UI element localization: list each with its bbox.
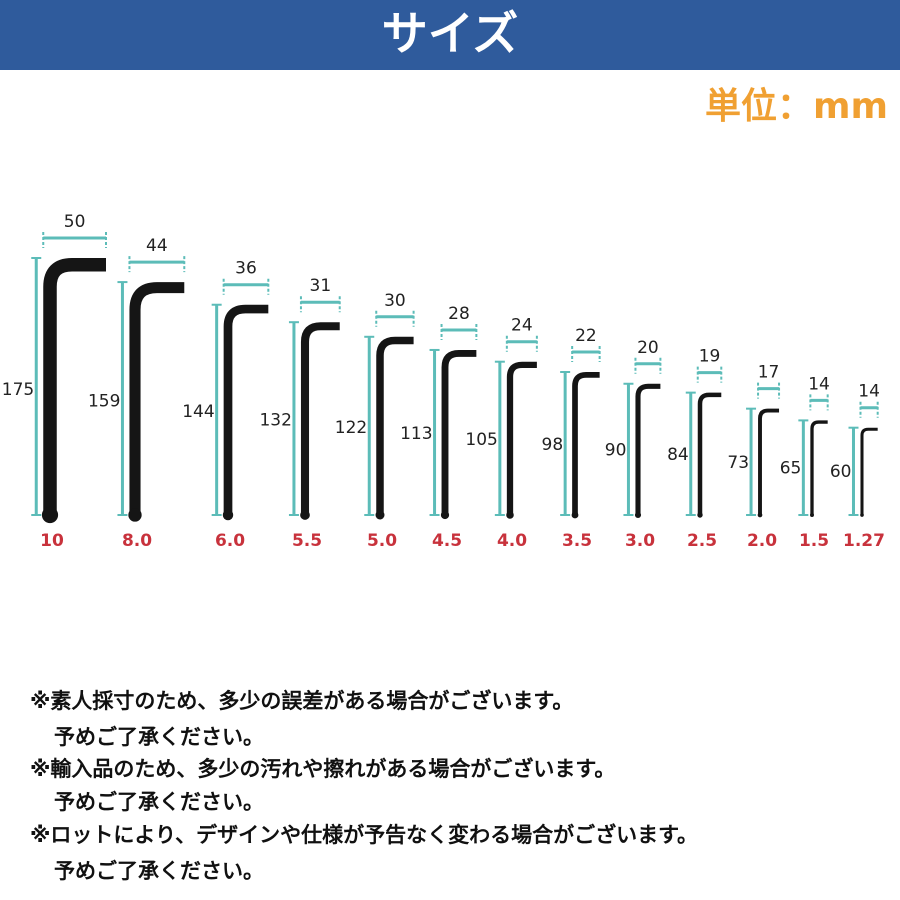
wrench (758, 408, 780, 515)
unit-label: 単位：mm (705, 86, 888, 127)
size-label: 4.5 (432, 531, 462, 551)
header-title: サイズ (382, 7, 519, 61)
length-label: 105 (465, 430, 497, 450)
size-label: 3.5 (562, 531, 592, 551)
size-label: 4.0 (497, 531, 527, 551)
note: 予めご了承ください。 (54, 790, 264, 814)
wrench-ball (697, 512, 703, 518)
width-label: 14 (858, 382, 880, 402)
wrench (376, 336, 414, 515)
length-label: 84 (667, 445, 689, 465)
wrench (129, 282, 185, 515)
width-label: 44 (146, 236, 168, 256)
wrench (441, 349, 477, 515)
wrench (43, 258, 106, 515)
wrench-ball (634, 511, 642, 519)
size-label: 5.5 (292, 531, 322, 551)
wrench (572, 372, 600, 515)
length-label: 122 (335, 418, 367, 438)
wrench (810, 420, 828, 515)
wrench-ball (128, 508, 142, 522)
size-label: 3.0 (625, 531, 655, 551)
wrench-ball (440, 510, 450, 520)
length-label: 65 (780, 459, 802, 479)
wrench-ball (222, 509, 234, 521)
length-label: 144 (182, 402, 214, 422)
wrench-ball (375, 510, 385, 520)
note: 予めご了承ください。 (54, 725, 264, 749)
note: 予めご了承ください。 (54, 859, 264, 883)
note: ※素人採寸のため、多少の誤差がある場合がございます。 (30, 689, 573, 713)
width-label: 24 (511, 316, 533, 336)
wrench (300, 322, 340, 515)
size-label: 1.5 (799, 531, 829, 551)
size-label: 6.0 (215, 531, 245, 551)
size-label: 10 (40, 531, 64, 551)
width-label: 50 (64, 212, 86, 232)
width-label: 22 (575, 326, 597, 346)
width-label: 14 (808, 374, 830, 394)
width-label: 19 (699, 347, 721, 367)
wrench-ball (757, 512, 763, 518)
length-label: 60 (830, 462, 852, 482)
length-label: 113 (400, 424, 432, 444)
length-label: 90 (605, 441, 627, 461)
length-label: 73 (727, 453, 749, 473)
width-label: 28 (448, 304, 470, 324)
note: ※輸入品のため、多少の汚れや擦れがある場合がございます。 (30, 757, 615, 781)
header-bar (0, 0, 900, 70)
width-label: 17 (758, 363, 780, 383)
length-label: 98 (542, 435, 564, 455)
size-label: 1.27 (843, 531, 885, 551)
size-label: 5.0 (367, 531, 397, 551)
size-label: 8.0 (122, 531, 152, 551)
wrench (506, 361, 537, 515)
wrench-ball (41, 506, 59, 524)
wrench-ball (571, 511, 579, 519)
wrench (635, 383, 661, 515)
length-label: 175 (2, 380, 34, 400)
wrench-ball (506, 511, 514, 519)
wrench-ball (810, 513, 814, 517)
width-label: 31 (310, 276, 332, 296)
wrench-ball (860, 513, 864, 517)
wrench (697, 392, 722, 515)
length-label: 132 (259, 411, 291, 431)
length-label: 159 (88, 391, 120, 411)
wrench (223, 304, 269, 515)
size-label: 2.5 (687, 531, 717, 551)
wrench (860, 427, 878, 515)
note: ※ロットにより、デザインや仕様が予告なく変わる場合がございます。 (30, 823, 698, 847)
wrench-ball (300, 510, 310, 520)
width-label: 30 (384, 291, 406, 311)
width-label: 20 (637, 338, 659, 358)
width-label: 36 (235, 259, 257, 279)
size-label: 2.0 (747, 531, 777, 551)
